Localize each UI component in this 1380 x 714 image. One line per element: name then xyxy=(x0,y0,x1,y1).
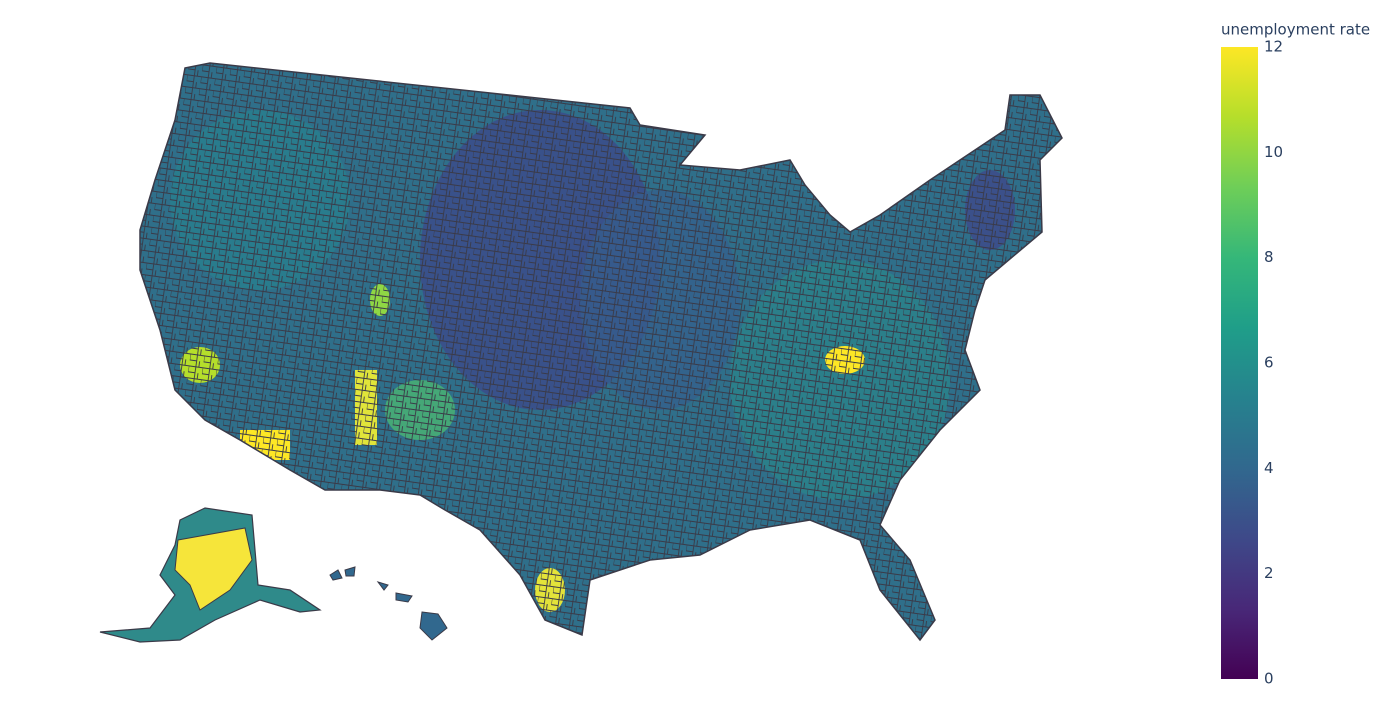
colorbar-tick-label: 4 xyxy=(1264,459,1274,477)
colorbar-tick-label: 10 xyxy=(1264,143,1283,161)
mainland-map xyxy=(139,62,1063,641)
colorbar-tick-label: 12 xyxy=(1264,38,1283,56)
colorbar-tick-label: 0 xyxy=(1264,670,1274,688)
colorbar xyxy=(1221,47,1258,679)
alaska-map xyxy=(99,507,322,643)
colorbar-tick-label: 8 xyxy=(1264,248,1274,266)
hawaii-map xyxy=(329,566,448,641)
colorbar-title: unemployment rate xyxy=(1221,21,1370,39)
colorbar-tick-label: 6 xyxy=(1264,354,1274,372)
colorbar-tick-label: 2 xyxy=(1264,564,1274,582)
